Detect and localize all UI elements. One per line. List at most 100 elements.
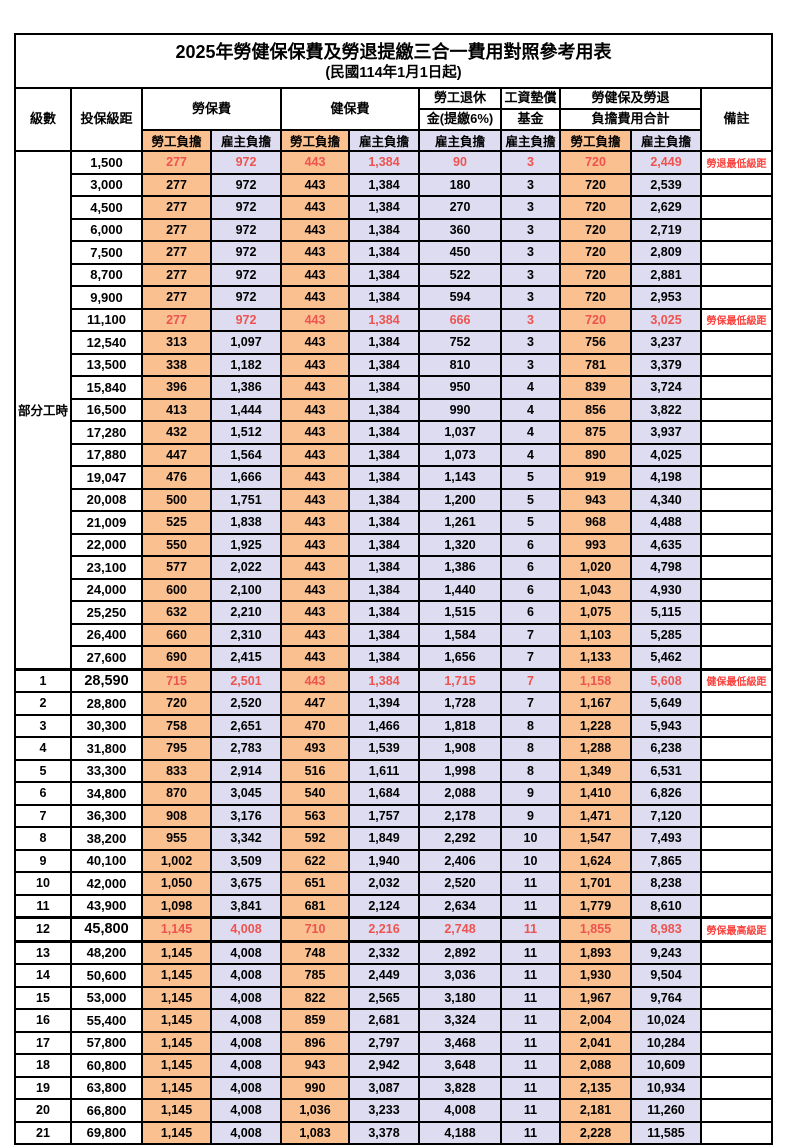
- cell-labor-employer: 1,751: [210, 487, 282, 512]
- cell-total-employer: 5,608: [630, 667, 702, 693]
- cell-health-employer: 2,942: [348, 1053, 420, 1078]
- cell-bracket: 42,000: [70, 871, 143, 896]
- cell-total-employee: 1,228: [559, 713, 632, 738]
- cell-bracket: 7,500: [70, 240, 143, 265]
- table-row: 9 40,100 1,002 3,509 622 1,940 2,406 10 1,624 7,8…: [14, 848, 773, 873]
- cell-wage-fund-employer: 3: [500, 285, 561, 310]
- cell-note: [700, 330, 773, 355]
- cell-pension-employer: 3,180: [418, 985, 502, 1010]
- cell-health-employee: 443: [280, 465, 350, 490]
- cell-total-employer: 5,943: [630, 713, 702, 738]
- cell-labor-employer: 1,512: [210, 420, 282, 445]
- cell-wage-fund-employer: 11: [500, 871, 561, 896]
- cell-labor-employer: 3,509: [210, 848, 282, 873]
- table-row: 17,880 447 1,564 443 1,384 1,073 4 890 4,025: [15, 442, 773, 467]
- cell-pension-employer: 594: [418, 285, 502, 310]
- cell-level: 3: [14, 713, 72, 738]
- cell-total-employer: 4,488: [630, 510, 702, 535]
- subheader-health-employee: 勞工負擔: [280, 129, 350, 152]
- cell-wage-fund-employer: 8: [500, 713, 561, 738]
- cell-labor-employer: 972: [210, 240, 282, 265]
- cell-note: [700, 963, 773, 988]
- cell-note: [700, 262, 773, 287]
- cell-wage-fund-employer: 11: [500, 963, 561, 988]
- col-header-pension-line2: 金(提繳6%): [418, 108, 502, 131]
- cell-bracket: 48,200: [70, 940, 143, 965]
- cell-bracket: 36,300: [70, 803, 143, 828]
- cell-labor-employee: 277: [141, 217, 212, 242]
- cell-health-employer: 2,797: [348, 1030, 420, 1055]
- table-row: 8 38,200 955 3,342 592 1,849 2,292 10 1,547 7,493: [14, 826, 773, 851]
- cell-labor-employer: 4,008: [210, 1098, 282, 1123]
- cell-health-employee: 990: [280, 1075, 350, 1100]
- cell-health-employer: 2,681: [348, 1008, 420, 1033]
- premium-reference-table: 2025年勞健保保費及勞退提繳三合一費用對照參考用表 (民國114年1月1日起)…: [14, 33, 773, 1145]
- cell-pension-employer: 1,143: [418, 465, 502, 490]
- cell-level: 18: [14, 1053, 72, 1078]
- cell-health-employer: 2,124: [348, 893, 420, 919]
- cell-health-employee: 443: [280, 510, 350, 535]
- cell-pension-employer: 1,073: [418, 442, 502, 467]
- cell-health-employer: 2,216: [348, 916, 420, 943]
- cell-pension-employer: 270: [418, 195, 502, 220]
- cell-note: [700, 1030, 773, 1055]
- col-header-total-line2: 負擔費用合計: [559, 108, 702, 131]
- cell-labor-employee: 525: [141, 510, 212, 535]
- cell-total-employer: 5,115: [630, 600, 702, 625]
- cell-bracket: 22,000: [70, 532, 143, 557]
- cell-pension-employer: 666: [418, 307, 502, 332]
- cell-labor-employee: 277: [141, 172, 212, 197]
- cell-labor-employee: 1,145: [141, 1053, 212, 1078]
- cell-total-employee: 1,075: [559, 600, 632, 625]
- cell-total-employee: 875: [559, 420, 632, 445]
- cell-note: [700, 555, 773, 580]
- table-row: 3,000 277 972 443 1,384 180 3 720 2,539: [15, 172, 773, 197]
- cell-pension-employer: 1,440: [418, 577, 502, 602]
- table-row: 16,500 413 1,444 443 1,384 990 4 856 3,822: [15, 397, 773, 422]
- cell-pension-employer: 2,748: [418, 916, 502, 943]
- cell-bracket: 33,300: [70, 758, 143, 783]
- table-row: 6,000 277 972 443 1,384 360 3 720 2,719: [15, 217, 773, 242]
- cell-pension-employer: 1,037: [418, 420, 502, 445]
- cell-level: 21: [14, 1120, 72, 1145]
- cell-labor-employee: 396: [141, 375, 212, 400]
- cell-health-employee: 443: [280, 352, 350, 377]
- cell-total-employee: 720: [559, 150, 632, 175]
- cell-bracket: 28,590: [70, 667, 143, 693]
- cell-note: [700, 803, 773, 828]
- cell-bracket: 17,880: [70, 442, 143, 467]
- col-header-wage-fund-line2: 基金: [500, 108, 561, 131]
- col-header-total-line1: 勞健保及勞退: [559, 87, 702, 110]
- table-row: 19 63,800 1,145 4,008 990 3,087 3,828 11 2,135 10…: [14, 1075, 773, 1100]
- cell-total-employee: 919: [559, 465, 632, 490]
- cell-health-employer: 3,378: [348, 1120, 420, 1145]
- cell-health-employer: 1,384: [348, 330, 420, 355]
- cell-wage-fund-employer: 9: [500, 803, 561, 828]
- cell-total-employee: 1,547: [559, 826, 632, 851]
- cell-health-employer: 1,384: [348, 577, 420, 602]
- cell-health-employer: 1,384: [348, 262, 420, 287]
- cell-note: [700, 848, 773, 873]
- cell-health-employer: 1,384: [348, 487, 420, 512]
- cell-health-employer: 1,466: [348, 713, 420, 738]
- cell-total-employee: 1,103: [559, 622, 632, 647]
- cell-wage-fund-employer: 3: [500, 217, 561, 242]
- cell-total-employer: 3,822: [630, 397, 702, 422]
- cell-labor-employer: 4,008: [210, 963, 282, 988]
- cell-wage-fund-employer: 7: [500, 622, 561, 647]
- cell-bracket: 17,280: [70, 420, 143, 445]
- cell-wage-fund-employer: 3: [500, 240, 561, 265]
- cell-labor-employee: 632: [141, 600, 212, 625]
- cell-wage-fund-employer: 5: [500, 510, 561, 535]
- cell-total-employee: 1,893: [559, 940, 632, 965]
- cell-note: [700, 1098, 773, 1123]
- cell-level: 15: [14, 985, 72, 1010]
- cell-pension-employer: 1,715: [418, 667, 502, 693]
- cell-wage-fund-employer: 7: [500, 667, 561, 693]
- cell-note: 勞保最高級距: [700, 916, 773, 943]
- table-title-cell: 2025年勞健保保費及勞退提繳三合一費用對照參考用表 (民國114年1月1日起): [14, 33, 773, 89]
- table-row: 9,900 277 972 443 1,384 594 3 720 2,953: [15, 285, 773, 310]
- cell-health-employee: 443: [280, 307, 350, 332]
- cell-bracket: 34,800: [70, 781, 143, 806]
- cell-health-employee: 443: [280, 667, 350, 693]
